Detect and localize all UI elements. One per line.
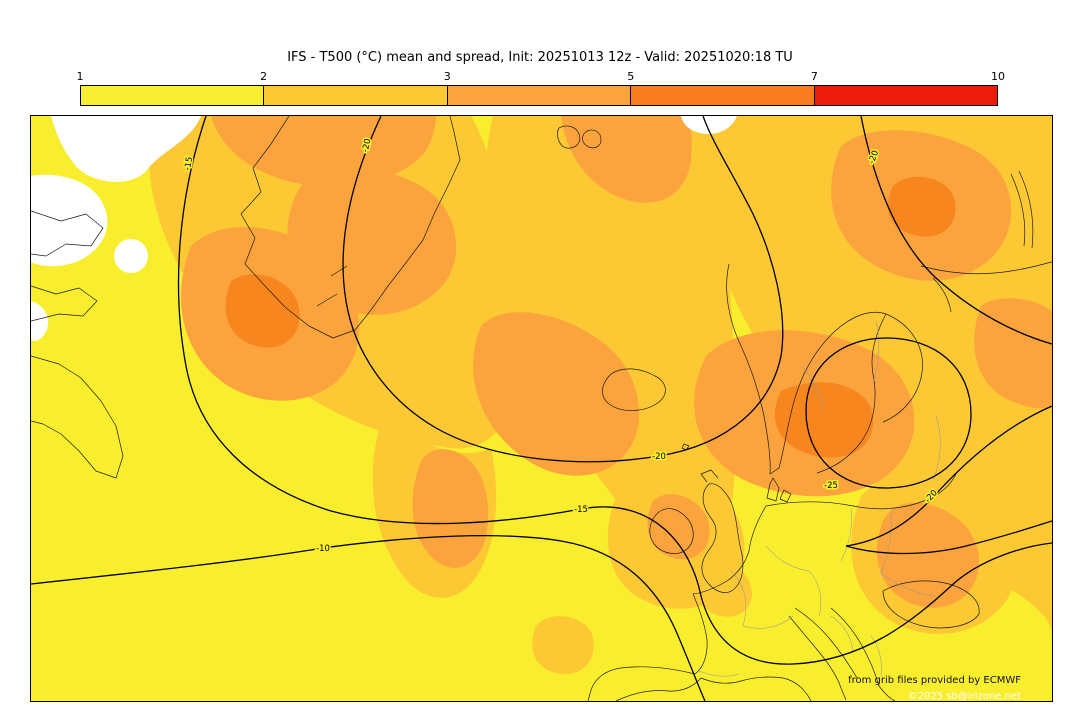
spread-shading-level4 <box>225 176 956 458</box>
contour-label: -10 <box>316 544 330 554</box>
country-borders <box>698 320 941 677</box>
colorbar-tick: 3 <box>443 70 451 83</box>
mean-contour-lines <box>31 116 1052 701</box>
spread-blob <box>225 274 300 348</box>
spread-blob <box>699 564 752 617</box>
italy-coastline <box>788 607 858 701</box>
isotherm-minus20 <box>342 116 784 463</box>
france-coastline <box>692 505 767 675</box>
spread-blob <box>774 382 874 458</box>
spread-blob <box>876 502 980 608</box>
iceland-coastline <box>602 368 666 411</box>
border-path <box>765 545 822 617</box>
scotland-coastline <box>700 469 719 483</box>
greenland-fjords <box>316 265 348 307</box>
balkan-coastline <box>830 607 896 701</box>
border-path <box>840 507 852 562</box>
great-britain-coastline <box>701 483 744 593</box>
spread-blob-white <box>31 174 108 267</box>
greenland-coastline <box>240 116 461 339</box>
spread-blob <box>287 167 457 315</box>
spread-blob <box>532 616 594 675</box>
colorbar-tick: 7 <box>810 70 818 83</box>
contour-label: -25 <box>824 481 838 491</box>
spread-blob-white <box>681 116 737 135</box>
baffin-coastline <box>31 210 104 257</box>
isotherm-minus20-east <box>860 116 1052 345</box>
spread-blob-white <box>31 301 49 342</box>
colorbar-tick: 5 <box>627 70 635 83</box>
colorbar-segment <box>81 86 265 105</box>
attribution-ecmwf: from grib files provided by ECMWF <box>848 675 1021 686</box>
contour-label: -20 <box>361 138 374 154</box>
baffin-coastline <box>31 285 98 322</box>
colorbar-tick: 2 <box>260 70 268 83</box>
map-canvas: -15 -20 -20 -20 -25 -15 -10 -20 from gri… <box>31 116 1052 701</box>
border-path <box>880 505 937 597</box>
spread-shading-level2 <box>148 116 1052 675</box>
scandinavia-coastline <box>726 263 887 475</box>
spread-blob <box>412 449 489 568</box>
border-path <box>830 615 882 677</box>
kola-coastline <box>920 261 1052 313</box>
spread-blob <box>974 298 1052 409</box>
colorbar-segment <box>264 86 448 105</box>
border-path <box>800 365 824 412</box>
colorbar-scale <box>80 85 998 106</box>
spread-blob <box>888 176 956 237</box>
colorbar-segment <box>814 86 998 105</box>
black-sea-coastline <box>882 580 980 629</box>
ireland-coastline <box>649 508 694 554</box>
colorbar: 1 2 3 5 7 10 <box>76 70 1006 106</box>
spread-blob <box>211 116 436 187</box>
mediterranean-coastline <box>700 676 812 701</box>
spread-shading-low <box>31 116 737 342</box>
spread-blob-white <box>51 116 201 182</box>
page-title: IFS - T500 (°C) mean and spread, Init: 2… <box>287 50 793 65</box>
finland-coastline <box>882 313 923 423</box>
spread-shading-level3 <box>181 116 1052 608</box>
spread-blob <box>561 116 692 203</box>
colorbar-tick: 10 <box>991 70 1005 83</box>
labrador-coastline <box>31 355 124 479</box>
spread-blob <box>484 116 736 554</box>
isotherm-minus10 <box>31 535 706 701</box>
denmark-coastline <box>766 477 792 503</box>
coastlines <box>31 116 1052 701</box>
colorbar-segment <box>631 86 815 105</box>
isotherm-minus15 <box>177 116 1052 665</box>
forecast-map: -15 -20 -20 -20 -25 -15 -10 -20 from gri… <box>30 115 1053 702</box>
spread-blob-white <box>114 239 148 273</box>
contour-label: -20 <box>652 452 666 462</box>
svalbard-coastline <box>557 125 602 149</box>
contour-label: -15 <box>574 505 588 515</box>
border-path <box>872 320 880 385</box>
colorbar-tick: 1 <box>76 70 84 83</box>
isotherm-minus20-trough <box>845 405 1052 555</box>
border-path <box>698 670 740 677</box>
spread-blob <box>647 494 710 560</box>
iberia-coastline <box>587 666 702 701</box>
novaya-zemlya-coastline <box>1010 170 1034 249</box>
colorbar-ticks: 1 2 3 5 7 10 <box>76 70 1006 85</box>
isotherm-minus25 <box>805 337 972 489</box>
colorbar-segment <box>447 86 632 105</box>
baltic-coastline <box>765 473 957 510</box>
spread-blob <box>473 312 640 476</box>
border-path <box>730 570 794 629</box>
attribution-copyright: ©2025 sb@irizone.net <box>908 691 1021 701</box>
contour-label: -15 <box>183 156 195 171</box>
